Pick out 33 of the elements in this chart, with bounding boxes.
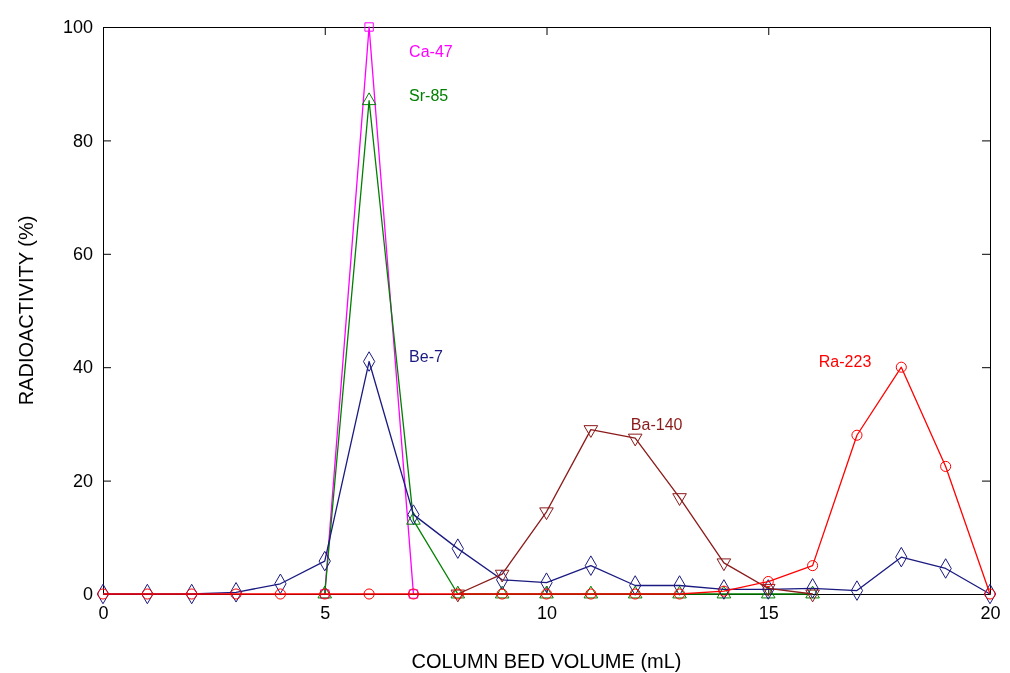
- series-label: Ba-140: [630, 415, 683, 433]
- point: [361, 92, 377, 106]
- x-tick-label: 5: [320, 602, 331, 623]
- x-tick-label: 10: [536, 602, 558, 623]
- point: [851, 429, 863, 441]
- point: [363, 588, 375, 600]
- x-tick-label: 15: [758, 602, 779, 623]
- y-tick-label: 100: [62, 17, 93, 38]
- point: [984, 588, 996, 600]
- point: [364, 22, 374, 32]
- text: Sr-85: [409, 86, 449, 104]
- series-label: Ra-223: [818, 353, 872, 371]
- point: [807, 560, 819, 572]
- point: [141, 588, 153, 600]
- point: [805, 585, 820, 599]
- point: [97, 588, 109, 600]
- y-tick-label: 20: [72, 470, 93, 491]
- point: [274, 588, 286, 600]
- y-tick-label: 40: [72, 357, 93, 378]
- x-axis-title: COLUMN BED VOLUME (mL): [411, 650, 682, 672]
- y-tick-label: 60: [72, 244, 93, 265]
- point: [186, 588, 198, 600]
- y-tick-label: 0: [82, 584, 93, 605]
- text: Be-7: [409, 347, 443, 365]
- point: [895, 361, 907, 373]
- y-axis-title: RADIOACTIVITY (%): [15, 215, 37, 406]
- point: [940, 460, 952, 472]
- x-tick-label: 20: [980, 602, 1001, 623]
- point: [406, 511, 421, 525]
- y-tick-label: 80: [72, 130, 93, 151]
- x-tick-label: 0: [98, 602, 109, 623]
- point: [762, 575, 774, 588]
- text: Ca-47: [409, 43, 453, 60]
